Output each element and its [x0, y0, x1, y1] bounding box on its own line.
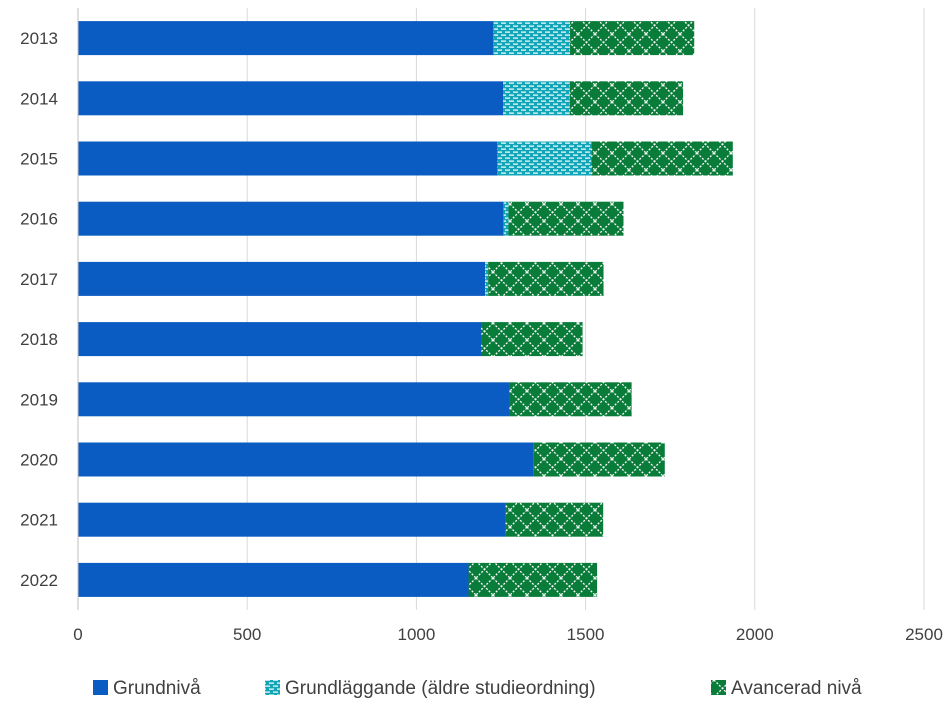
bar-segment — [78, 21, 494, 56]
y-tick-label: 2014 — [20, 89, 58, 108]
x-tick-label: 2500 — [905, 625, 943, 644]
x-tick-label: 500 — [233, 625, 261, 644]
bar-segment — [497, 141, 592, 176]
x-tick-label: 1500 — [567, 625, 605, 644]
y-tick-label: 2020 — [20, 451, 58, 470]
y-tick-label: 2018 — [20, 330, 58, 349]
bar-segment — [481, 322, 583, 357]
legend-label: Grundnivå — [113, 678, 201, 699]
y-tick-label: 2013 — [20, 29, 58, 48]
x-tick-label: 0 — [73, 625, 82, 644]
y-tick-label: 2016 — [20, 210, 58, 229]
legend-swatch — [711, 680, 726, 695]
bar-segment — [569, 81, 684, 116]
bar-segment — [493, 21, 571, 56]
bar-segment — [78, 141, 498, 176]
legend-item: Avancerad nivå — [711, 678, 862, 699]
bar-segment — [78, 442, 534, 477]
y-tick-label: 2017 — [20, 270, 58, 289]
legend-item: Grundnivå — [93, 678, 201, 699]
bar-segment — [468, 562, 598, 597]
legend-swatch — [265, 680, 280, 695]
bar-segment — [508, 201, 624, 236]
bar-segment — [78, 502, 506, 537]
bar-segment — [78, 261, 486, 296]
legend-item: Grundläggande (äldre studieordning) — [265, 678, 596, 699]
legend-swatch — [93, 680, 108, 695]
bar-segment — [78, 201, 504, 236]
bar-segment — [509, 382, 632, 417]
x-tick-label: 1000 — [397, 625, 435, 644]
x-tick-label: 2000 — [736, 625, 774, 644]
bar-segment — [78, 562, 469, 597]
bar-segment — [78, 322, 482, 357]
bar-segment — [488, 261, 604, 296]
y-tick-label: 2015 — [20, 150, 58, 169]
legend-label: Avancerad nivå — [731, 678, 862, 699]
y-tick-label: 2022 — [20, 571, 58, 590]
bar-segment — [533, 442, 665, 477]
y-tick-label: 2019 — [20, 390, 58, 409]
bar-segment — [78, 382, 510, 417]
bar-segment — [485, 261, 489, 296]
y-tick-label: 2021 — [20, 511, 58, 530]
bar-segment — [503, 81, 570, 116]
bar-segment — [570, 21, 695, 56]
bar-segment — [503, 201, 509, 236]
bar-segment — [505, 502, 604, 537]
legend-label: Grundläggande (äldre studieordning) — [285, 678, 596, 699]
bar-segment — [591, 141, 733, 176]
bar-segment — [78, 81, 504, 116]
